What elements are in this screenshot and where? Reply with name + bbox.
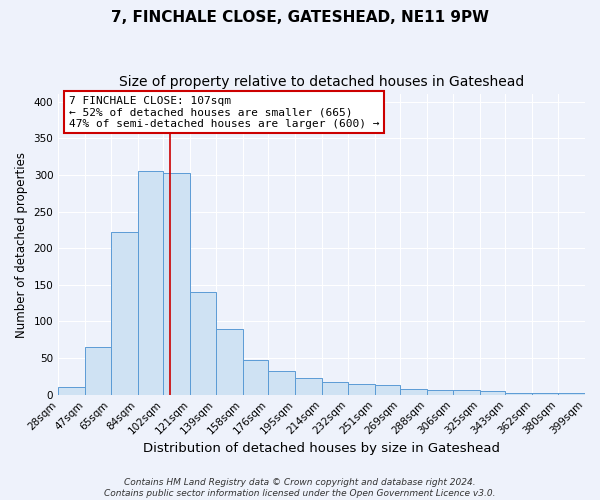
Bar [348, 384, 375, 394]
Bar [85, 347, 111, 395]
Bar [480, 391, 505, 394]
Bar [558, 392, 585, 394]
Bar [427, 390, 453, 394]
Bar [453, 390, 480, 394]
Title: Size of property relative to detached houses in Gateshead: Size of property relative to detached ho… [119, 75, 524, 89]
Text: 7, FINCHALE CLOSE, GATESHEAD, NE11 9PW: 7, FINCHALE CLOSE, GATESHEAD, NE11 9PW [111, 10, 489, 25]
Bar [400, 389, 427, 394]
Text: 7 FINCHALE CLOSE: 107sqm
← 52% of detached houses are smaller (665)
47% of semi-: 7 FINCHALE CLOSE: 107sqm ← 52% of detach… [69, 96, 379, 129]
Bar [532, 392, 558, 394]
Bar [243, 360, 268, 394]
Bar [268, 372, 295, 394]
Y-axis label: Number of detached properties: Number of detached properties [15, 152, 28, 338]
Bar [190, 292, 216, 394]
Bar [322, 382, 348, 394]
X-axis label: Distribution of detached houses by size in Gateshead: Distribution of detached houses by size … [143, 442, 500, 455]
Bar [375, 385, 400, 394]
Bar [58, 388, 85, 394]
Bar [295, 378, 322, 394]
Bar [216, 329, 243, 394]
Bar [111, 232, 137, 394]
Bar [163, 174, 190, 394]
Text: Contains HM Land Registry data © Crown copyright and database right 2024.
Contai: Contains HM Land Registry data © Crown c… [104, 478, 496, 498]
Bar [137, 172, 163, 394]
